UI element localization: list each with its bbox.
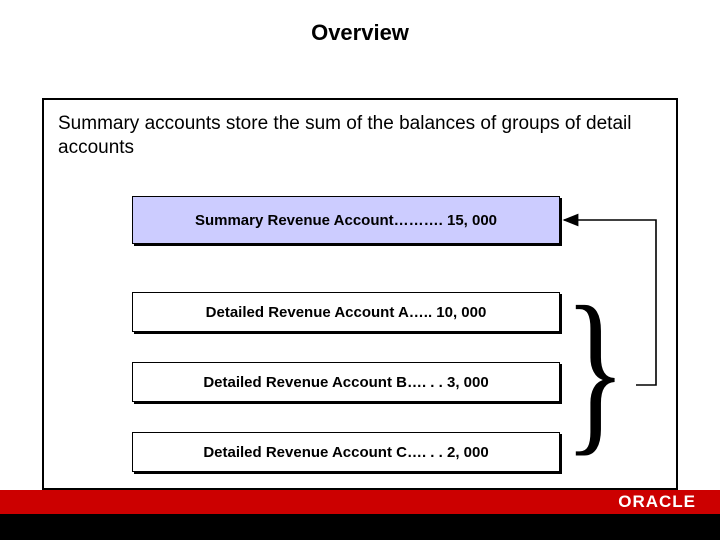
content-frame: Summary accounts store the sum of the ba…: [42, 98, 678, 490]
copyright-text: Copyright © 2007, Oracle. All rights res…: [250, 521, 471, 533]
oracle-logo: ORACLE: [618, 492, 696, 512]
slide-title: Overview: [0, 0, 720, 46]
detail-account-a-box: Detailed Revenue Account A….. 10, 000: [132, 292, 560, 332]
copyright-wrap: Copyright © 2007, Oracle. All rights res…: [0, 514, 720, 540]
detail-account-c-box: Detailed Revenue Account C…. . . 2, 000: [132, 432, 560, 472]
intro-text: Summary accounts store the sum of the ba…: [44, 100, 676, 160]
detail-account-b-box: Detailed Revenue Account B…. . . 3, 000: [132, 362, 560, 402]
curly-brace-icon: }: [564, 280, 626, 462]
summary-account-box: Summary Revenue Account………. 15, 000: [132, 196, 560, 244]
footer-red-bar: [0, 490, 720, 514]
